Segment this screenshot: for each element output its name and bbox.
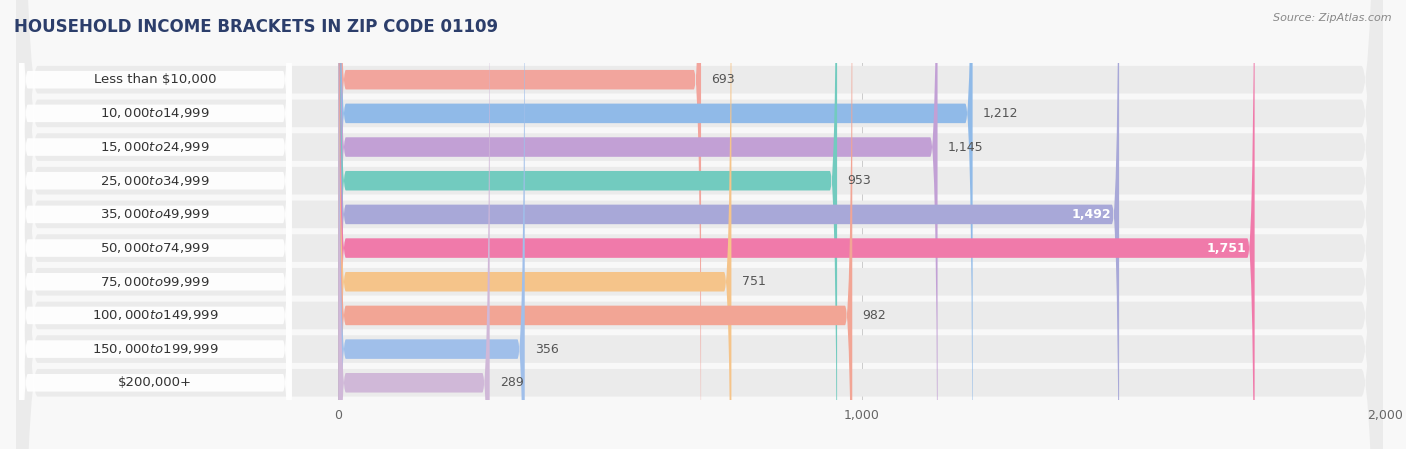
FancyBboxPatch shape [339,0,489,449]
Text: 1,751: 1,751 [1206,242,1247,255]
Text: $75,000 to $99,999: $75,000 to $99,999 [100,275,209,289]
Text: 289: 289 [501,376,524,389]
Text: $50,000 to $74,999: $50,000 to $74,999 [100,241,209,255]
Text: 953: 953 [848,174,872,187]
FancyBboxPatch shape [339,0,1254,449]
FancyBboxPatch shape [339,0,524,449]
FancyBboxPatch shape [339,0,1119,449]
Text: 693: 693 [711,73,735,86]
FancyBboxPatch shape [17,0,1382,449]
FancyBboxPatch shape [20,0,291,449]
FancyBboxPatch shape [339,0,852,449]
Text: $150,000 to $199,999: $150,000 to $199,999 [91,342,218,356]
FancyBboxPatch shape [20,0,291,449]
Text: Less than $10,000: Less than $10,000 [94,73,217,86]
FancyBboxPatch shape [20,0,291,449]
FancyBboxPatch shape [17,0,1382,449]
Text: 982: 982 [863,309,886,322]
FancyBboxPatch shape [17,0,1382,449]
FancyBboxPatch shape [339,0,731,449]
Text: $15,000 to $24,999: $15,000 to $24,999 [100,140,209,154]
FancyBboxPatch shape [20,0,291,449]
FancyBboxPatch shape [17,0,1382,449]
Text: $35,000 to $49,999: $35,000 to $49,999 [100,207,209,221]
FancyBboxPatch shape [17,0,1382,449]
Text: 751: 751 [742,275,766,288]
Text: 1,212: 1,212 [983,107,1018,120]
FancyBboxPatch shape [339,0,938,449]
Text: $200,000+: $200,000+ [118,376,193,389]
Text: 1,145: 1,145 [948,141,984,154]
FancyBboxPatch shape [339,0,837,449]
Text: Source: ZipAtlas.com: Source: ZipAtlas.com [1274,13,1392,23]
FancyBboxPatch shape [20,0,291,449]
FancyBboxPatch shape [20,0,291,449]
Text: 1,492: 1,492 [1071,208,1111,221]
Text: $100,000 to $149,999: $100,000 to $149,999 [91,308,218,322]
FancyBboxPatch shape [17,0,1382,449]
FancyBboxPatch shape [17,0,1382,449]
FancyBboxPatch shape [20,0,291,449]
FancyBboxPatch shape [20,0,291,449]
Text: $10,000 to $14,999: $10,000 to $14,999 [100,106,209,120]
Text: HOUSEHOLD INCOME BRACKETS IN ZIP CODE 01109: HOUSEHOLD INCOME BRACKETS IN ZIP CODE 01… [14,18,498,36]
Text: $25,000 to $34,999: $25,000 to $34,999 [100,174,209,188]
FancyBboxPatch shape [339,0,702,449]
FancyBboxPatch shape [20,0,291,449]
FancyBboxPatch shape [20,0,291,449]
FancyBboxPatch shape [339,0,973,449]
FancyBboxPatch shape [17,0,1382,449]
FancyBboxPatch shape [17,0,1382,449]
Text: 356: 356 [536,343,560,356]
FancyBboxPatch shape [17,0,1382,449]
